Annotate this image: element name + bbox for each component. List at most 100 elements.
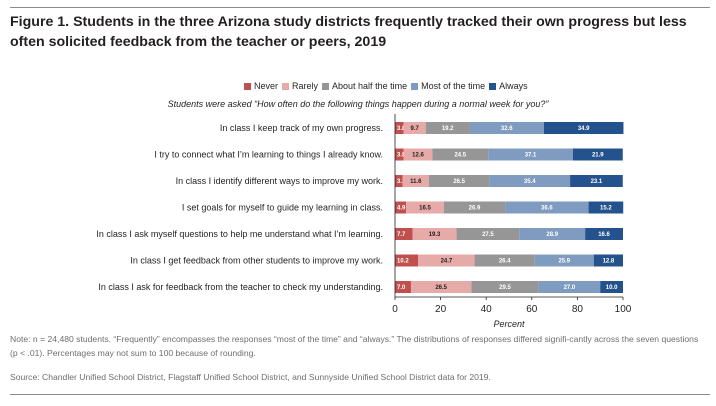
legend-label: Most of the time (421, 81, 486, 91)
data-label: 21.9 (592, 153, 604, 159)
bar-segment (519, 228, 586, 240)
bottom-rule (10, 394, 710, 395)
legend-item-4: Always (489, 81, 528, 91)
category-label: In class I ask myself questions to help … (96, 229, 383, 239)
bar-segment (410, 281, 472, 293)
data-label: 23.1 (591, 179, 603, 185)
data-label: 10.2 (397, 259, 409, 265)
data-label: 16.6 (598, 232, 610, 238)
legend-swatch (411, 82, 419, 90)
chart-legend: Never Rarely About half the time Most of th… (244, 80, 532, 92)
stacked-bar-chart: In class I keep track of my own progress… (96, 114, 632, 329)
data-label: 11.6 (410, 179, 422, 185)
data-label: 19.2 (442, 126, 454, 132)
top-rule (10, 7, 710, 8)
bar-segment (428, 175, 490, 187)
data-label: 10.0 (606, 285, 618, 291)
bar-segment (471, 281, 539, 293)
data-label: 35.4 (524, 179, 536, 185)
data-label: 26.5 (435, 285, 447, 291)
x-tick-label: 80 (572, 304, 584, 315)
data-label: 4.9 (397, 206, 406, 212)
legend-swatch (282, 82, 290, 90)
x-tick-label: 0 (392, 304, 398, 315)
category-label: In class I identify different ways to im… (176, 176, 383, 186)
bar-segment (403, 122, 426, 134)
bar-segment (403, 148, 433, 161)
legend-label: Always (499, 81, 528, 91)
data-label: 24.7 (441, 259, 453, 265)
bar-segment (395, 148, 404, 161)
category-label: In class I keep track of my own progress… (220, 123, 383, 133)
legend-swatch (322, 82, 330, 90)
bar-segment (588, 201, 624, 214)
bar-segment (395, 281, 411, 293)
bar-segment (489, 175, 571, 187)
x-tick-label: 40 (481, 304, 493, 315)
data-label: 12.8 (603, 259, 615, 265)
data-label: 34.9 (578, 126, 590, 132)
legend-item-2: About half the time (322, 81, 407, 91)
data-label: 26.9 (469, 206, 481, 212)
legend-label: About half the time (332, 81, 408, 91)
data-label: 27.0 (564, 285, 576, 291)
legend-item-0: Never (244, 81, 278, 91)
bar-segment (456, 228, 520, 240)
data-label: 16.5 (419, 206, 431, 212)
bar-segment (412, 228, 457, 240)
legend-label: Rarely (292, 81, 319, 91)
bar-segment (395, 175, 403, 187)
x-tick-label: 100 (615, 304, 632, 315)
legend-item-1: Rarely (282, 81, 318, 91)
bar-segment (570, 175, 623, 187)
figure-note: Note: n = 24,480 students. “Frequently” … (10, 334, 699, 358)
data-label: 24.5 (454, 153, 466, 159)
data-label: 7.7 (397, 232, 406, 238)
category-label: I try to connect what I’m learning to th… (154, 150, 383, 160)
figure-title: Figure 1. Students in the three Arizona … (10, 14, 687, 50)
data-label: 27.5 (482, 232, 494, 238)
bar-segment (585, 228, 623, 240)
bar-segment (406, 201, 444, 214)
bar-segment (488, 148, 573, 161)
data-label: 29.5 (499, 285, 511, 291)
legend-swatch (244, 82, 251, 90)
category-label: In class I get feedback from other stude… (130, 256, 383, 266)
bar-segment (425, 122, 470, 134)
data-label: 36.6 (541, 206, 553, 212)
bar-segment (395, 254, 419, 267)
data-label: 28.9 (546, 232, 558, 238)
bar-segment (505, 201, 589, 214)
bar-segment (402, 175, 429, 187)
bar-segment (395, 201, 407, 214)
x-tick-label: 20 (435, 304, 447, 315)
bar-segment (538, 281, 601, 293)
data-label: 26.4 (499, 259, 511, 265)
survey-question: Students were asked “How often do the fo… (167, 99, 549, 109)
data-label: 3.8 (397, 126, 406, 132)
data-label: 3.8 (397, 153, 406, 159)
data-label: 37.1 (525, 153, 537, 159)
figure-source: Source: Chandler Unified School District… (10, 372, 491, 382)
category-label: In class I ask for feedback from the tea… (98, 282, 383, 292)
bar-segment (395, 122, 404, 134)
bar-segment (443, 201, 506, 214)
bar-segment (600, 281, 623, 293)
data-label: 12.6 (412, 153, 424, 159)
bar-segment (593, 254, 623, 267)
data-label: 3.3 (397, 179, 406, 185)
bar-segment (418, 254, 475, 267)
bar-segment (572, 148, 623, 161)
data-label: 9.7 (411, 126, 420, 132)
bar-segment (469, 122, 544, 134)
bar-segment (543, 122, 624, 134)
data-label: 32.6 (501, 126, 513, 132)
legend-item-3: Most of the time (411, 81, 485, 91)
bar-segment (474, 254, 535, 267)
bar-segment (534, 254, 594, 267)
x-tick-label: 60 (526, 304, 538, 315)
legend-label: Never (254, 81, 279, 91)
x-axis-title: Percent (493, 319, 525, 329)
data-label: 26.5 (453, 179, 465, 185)
bar-segment (432, 148, 489, 161)
